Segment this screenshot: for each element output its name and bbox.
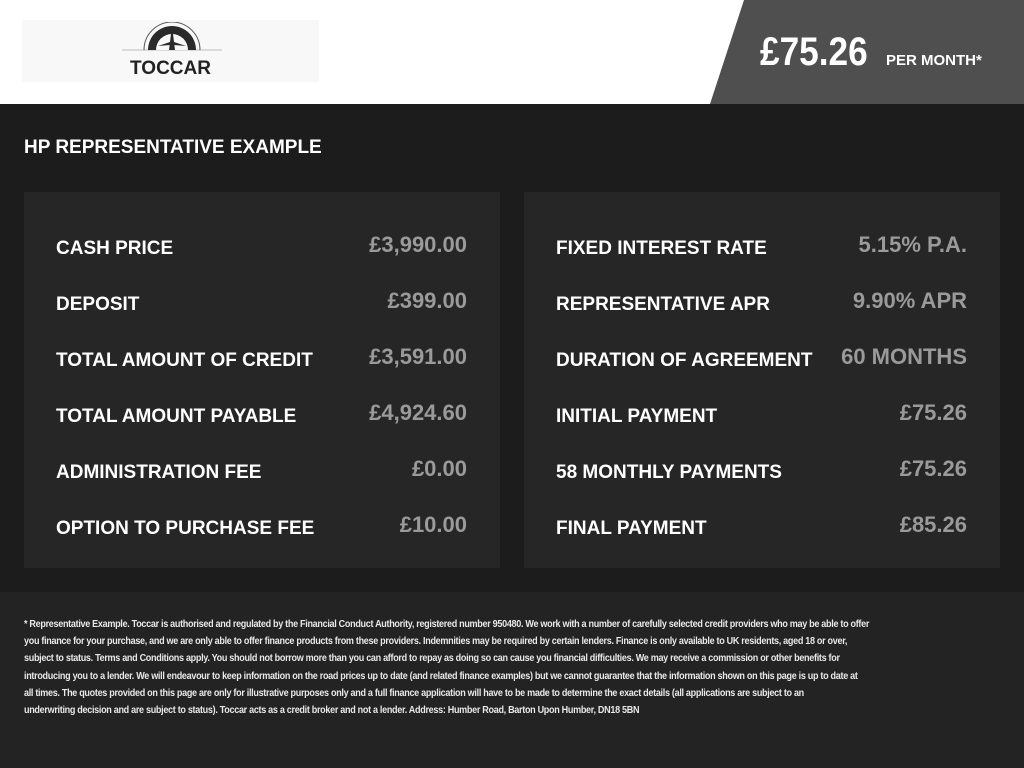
row-value: £3,990.00: [369, 232, 467, 257]
row-value: 60 MONTHS: [841, 344, 967, 369]
row-label: OPTION TO PURCHASE FEE: [56, 518, 315, 539]
finance-row: TOTAL AMOUNT PAYABLE £4,924.60: [56, 398, 467, 428]
disclaimer-footer: * Representative Example. Toccar is auth…: [0, 592, 1024, 768]
disclaimer-line: * Representative Example. Toccar is auth…: [24, 619, 870, 630]
disclaimer-line: underwriting decision and are subject to…: [24, 705, 640, 717]
row-value: £85.26: [899, 512, 967, 537]
finance-row: CASH PRICE £3,990.00: [56, 230, 467, 260]
finance-row: FINAL PAYMENT £85.26: [556, 510, 967, 540]
row-value: 5.15% P.A.: [858, 232, 967, 257]
row-value: £0.00: [411, 456, 467, 481]
row-label: DURATION OF AGREEMENT: [556, 350, 813, 371]
disclaimer-text: * Representative Example. Toccar is auth…: [24, 616, 869, 719]
finance-row: REPRESENTATIVE APR 9.90% APR: [556, 286, 967, 316]
disclaimer-line: you finance for your purchase, and we ar…: [24, 636, 848, 648]
section-title: HP REPRESENTATIVE EXAMPLE: [24, 137, 322, 158]
finance-row: 58 MONTHLY PAYMENTS £75.26: [556, 454, 967, 484]
finance-row: OPTION TO PURCHASE FEE £10.00: [56, 510, 467, 540]
finance-row: ADMINISTRATION FEE £0.00: [56, 454, 467, 484]
wheel-icon: [122, 22, 222, 51]
finance-row: INITIAL PAYMENT £75.26: [556, 398, 967, 428]
finance-row: DEPOSIT £399.00: [56, 286, 467, 316]
finance-panel-right: FIXED INTEREST RATE 5.15% P.A. REPRESENTAT…: [524, 192, 1000, 568]
row-value: £75.26: [899, 400, 967, 425]
row-label: ADMINISTRATION FEE: [56, 462, 262, 483]
row-label: DEPOSIT: [56, 294, 140, 315]
finance-panel-left: CASH PRICE £3,990.00 DEPOSIT £399.00 TOTAL A…: [24, 192, 500, 568]
logo-text: TOCCAR: [130, 58, 211, 79]
per-month-label: PER MONTH*: [886, 52, 982, 69]
row-label: REPRESENTATIVE APR: [556, 294, 770, 315]
row-label: INITIAL PAYMENT: [556, 406, 718, 427]
row-value: £75.26: [899, 456, 967, 481]
row-label: 58 MONTHLY PAYMENTS: [556, 462, 782, 483]
row-value: £4,924.60: [369, 400, 467, 425]
finance-row: DURATION OF AGREEMENT 60 MONTHS: [556, 342, 967, 372]
row-label: TOTAL AMOUNT PAYABLE: [56, 406, 297, 427]
row-value: £3,591.00: [369, 344, 467, 369]
row-value: £10.00: [399, 512, 467, 537]
finance-row: TOTAL AMOUNT OF CREDIT £3,591.00: [56, 342, 467, 372]
row-value: 9.90% APR: [852, 288, 967, 313]
disclaimer-line: all times. The quotes provided on this p…: [24, 687, 804, 699]
price-banner: [710, 0, 1024, 104]
monthly-price: £75.26: [760, 30, 868, 74]
row-label: FIXED INTEREST RATE: [556, 238, 767, 259]
finance-row: FIXED INTEREST RATE 5.15% P.A.: [556, 230, 967, 260]
row-label: TOTAL AMOUNT OF CREDIT: [56, 350, 313, 371]
toccar-logo[interactable]: TOCCAR: [22, 20, 319, 82]
disclaimer-line: introducing you to a lender. We will end…: [24, 670, 858, 682]
disclaimer-line: subject to status. Terms and Conditions …: [24, 653, 840, 665]
row-label: FINAL PAYMENT: [556, 518, 707, 539]
row-label: CASH PRICE: [56, 238, 174, 259]
row-value: £399.00: [387, 288, 467, 313]
